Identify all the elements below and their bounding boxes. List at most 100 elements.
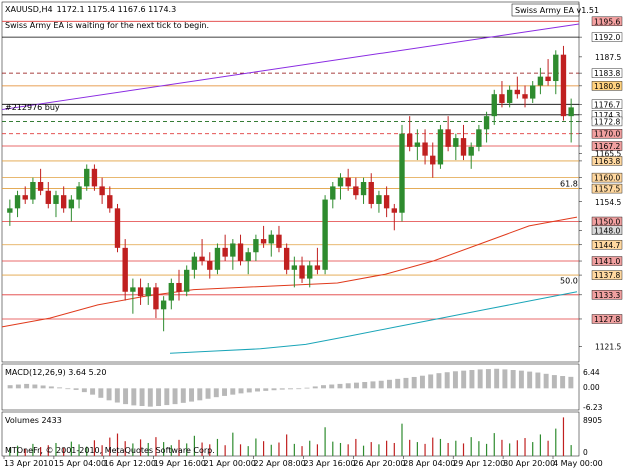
price-marker-label: 1160.0 <box>594 174 620 183</box>
price-marker-label: 1133.3 <box>594 291 620 300</box>
candlesticks <box>7 45 574 332</box>
volume-axis-top: 8905 <box>583 416 602 425</box>
macd-bar <box>386 379 392 389</box>
price-marker-label: 1174.3 <box>594 111 620 120</box>
candle-body <box>430 155 436 165</box>
candle-body <box>214 247 221 270</box>
macd-axis-bottom: -6.23 <box>583 403 603 412</box>
macd-bar <box>568 376 574 389</box>
price-marker <box>591 240 623 250</box>
candle-body <box>168 282 175 301</box>
candle-body <box>522 94 528 99</box>
candle-body <box>499 94 505 103</box>
price-marker <box>591 183 623 194</box>
macd-bar <box>222 388 228 396</box>
macd-bar <box>485 369 491 389</box>
candle-body <box>530 85 536 99</box>
candle-body <box>483 116 490 130</box>
time-label: 29 Apr 12:00 <box>453 459 505 468</box>
volume-label: Volumes 2433 <box>5 416 62 425</box>
candle-body <box>514 89 521 95</box>
macd-bar <box>337 383 343 389</box>
macd-bar <box>15 384 21 389</box>
candle-body <box>360 182 367 196</box>
macd-bar <box>518 370 524 389</box>
macd-bar <box>304 387 310 389</box>
macd-bar <box>123 388 129 405</box>
candle-body <box>84 168 90 187</box>
candle-body <box>391 208 397 213</box>
macd-bar <box>263 388 269 391</box>
candle-body <box>30 182 36 200</box>
macd-bar <box>288 388 293 390</box>
symbol-title: XAUUSD,H4 1172.1 1175.4 1167.6 1174.3 <box>5 5 176 14</box>
candle-body <box>22 195 28 200</box>
macd-bar <box>502 369 508 389</box>
ea-badge-box <box>511 3 580 17</box>
price-label: 1165.5 <box>595 149 621 158</box>
price-marker-label: 1144.7 <box>594 241 620 250</box>
price-marker <box>591 116 623 127</box>
candle-body <box>122 247 128 292</box>
price-label: 1121.5 <box>595 343 621 352</box>
macd-bar <box>197 388 203 401</box>
macd-bar <box>230 388 236 395</box>
macd-bar <box>57 387 63 389</box>
macd-bar <box>106 388 112 401</box>
candle-body <box>7 208 13 213</box>
macd-bar <box>246 388 252 393</box>
candle-body <box>37 182 44 191</box>
price-marker-label: 1167.2 <box>594 142 620 151</box>
price-marker-label: 1127.8 <box>594 315 620 324</box>
time-label: 23 Apr 16:00 <box>303 459 355 468</box>
copyright-text: MTOneFr, © 2001-2010, MetaQuotes Softwar… <box>5 446 215 455</box>
candle-body <box>276 234 282 248</box>
order-label: #212976 buy <box>5 103 60 112</box>
time-label: 30 Apr 20:00 <box>503 459 555 468</box>
price-marker-label: 1195.6 <box>594 17 620 26</box>
candle-body <box>453 138 459 147</box>
macd-bar <box>139 388 145 407</box>
macd-bar <box>271 388 277 391</box>
price-label: 1187.5 <box>595 53 621 62</box>
fib-label: 61.8 <box>560 180 578 189</box>
candle-body <box>68 199 75 209</box>
candle-body <box>176 282 182 292</box>
candle-body <box>207 261 213 270</box>
price-marker-label: 1137.8 <box>594 271 620 280</box>
macd-axis-mid: 0.00 <box>583 383 600 392</box>
price-marker-label: 1170.0 <box>594 130 620 139</box>
candle-body <box>383 195 390 209</box>
price-marker <box>591 256 623 266</box>
macd-bar <box>40 385 46 389</box>
macd-bar <box>560 376 566 389</box>
macd-panel[interactable] <box>1 363 580 411</box>
price-marker-label: 1176.7 <box>594 100 620 109</box>
macd-bar <box>535 372 541 389</box>
ea-badge: Swiss Army EA v1.51 <box>515 6 599 15</box>
macd-label: MACD(12,26,9) 3.64 5.20 <box>5 368 106 377</box>
macd-bar <box>477 369 483 389</box>
macd-bar <box>279 388 285 390</box>
macd-bar <box>65 388 71 390</box>
macd-histogram <box>7 368 574 407</box>
time-label: 4 May 00:00 <box>553 459 603 468</box>
main-chart-panel[interactable] <box>1 1 580 363</box>
macd-bar <box>543 373 549 389</box>
price-marker <box>591 141 623 151</box>
candle-body <box>45 190 51 204</box>
price-axis: 1192.0 1187.5 1183.8 1180.9 1176.7 1174.31172… <box>579 16 623 352</box>
candle-body <box>268 234 274 244</box>
moving-averages <box>1 23 580 354</box>
candle-body <box>245 252 251 262</box>
candle-body <box>506 89 513 103</box>
macd-bar <box>90 388 96 395</box>
volume-panel[interactable] <box>1 411 580 457</box>
candle-body <box>437 129 444 165</box>
price-marker-label: 1157.5 <box>594 185 620 194</box>
candle-body <box>368 182 374 204</box>
horizontal-levels: 61.8 50.0 <box>2 20 579 320</box>
